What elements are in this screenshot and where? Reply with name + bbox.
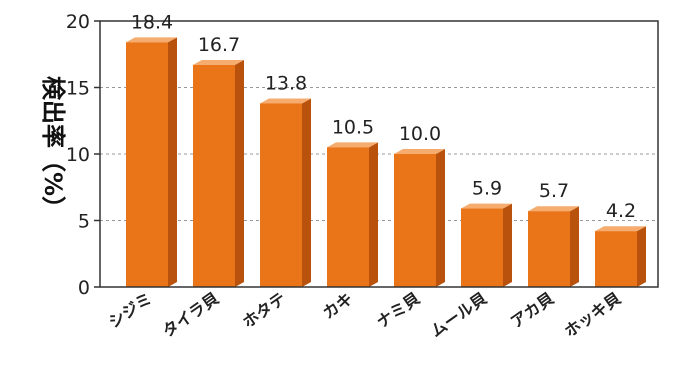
bar bbox=[260, 98, 311, 288]
bar bbox=[595, 226, 646, 287]
bar-top bbox=[528, 206, 579, 212]
bar-top bbox=[327, 142, 378, 148]
y-tick-label: 0 bbox=[78, 277, 90, 299]
value-label: 10.5 bbox=[332, 116, 374, 138]
y-tick-labels: 0 5 10 15 20 bbox=[66, 11, 100, 299]
category-label: シジミ bbox=[105, 289, 155, 332]
bar-side bbox=[637, 226, 646, 287]
category-label: ムール貝 bbox=[427, 289, 490, 341]
bar-front bbox=[595, 231, 637, 287]
value-label: 10.0 bbox=[399, 123, 441, 145]
value-label: 5.7 bbox=[539, 180, 569, 202]
bar-side bbox=[302, 98, 311, 287]
bar-side bbox=[503, 203, 512, 287]
bar bbox=[461, 203, 512, 287]
bar-side bbox=[436, 149, 445, 287]
bar-top bbox=[193, 59, 244, 65]
bar-top bbox=[394, 149, 445, 154]
bar bbox=[193, 59, 244, 287]
bar-front bbox=[528, 211, 570, 287]
bar-top bbox=[461, 203, 512, 209]
category-label: アカ貝 bbox=[507, 289, 557, 332]
category-label: ホタテ bbox=[239, 289, 289, 332]
bars bbox=[126, 37, 646, 288]
value-label: 16.7 bbox=[198, 34, 240, 56]
bar-front bbox=[260, 103, 302, 288]
bar bbox=[528, 206, 579, 287]
y-tick-label: 20 bbox=[66, 11, 90, 33]
bar-front bbox=[126, 42, 168, 287]
bar-front bbox=[394, 154, 436, 287]
bar-front bbox=[327, 147, 369, 287]
y-tick-label: 10 bbox=[66, 144, 90, 166]
bar-top bbox=[126, 37, 177, 43]
bar-side bbox=[570, 206, 579, 287]
bar bbox=[394, 149, 445, 287]
category-label: カキ bbox=[319, 289, 356, 323]
value-labels: 18.4 16.7 13.8 10.5 10.0 5.9 5.7 4.2 bbox=[131, 11, 636, 222]
bar-side bbox=[235, 59, 244, 287]
bar-front bbox=[193, 64, 235, 287]
value-label: 13.8 bbox=[265, 72, 307, 94]
y-tick-label: 5 bbox=[78, 211, 90, 233]
category-labels: シジミ タイラ貝 ホタテ カキ ナミ貝 ムール貝 アカ貝 ホッキ貝 bbox=[105, 289, 624, 341]
y-axis-label: 検出率（%） bbox=[39, 76, 67, 220]
category-label: タイラ貝 bbox=[159, 289, 222, 341]
value-label: 18.4 bbox=[131, 11, 173, 33]
bar-side bbox=[168, 37, 177, 287]
grid-lines bbox=[100, 87, 658, 221]
category-label: ホッキ貝 bbox=[561, 289, 624, 341]
bar-front bbox=[461, 208, 503, 287]
bar-side bbox=[369, 142, 378, 287]
value-label: 5.9 bbox=[472, 178, 502, 200]
bar bbox=[327, 142, 378, 287]
y-tick-label: 15 bbox=[66, 78, 90, 100]
bar-top bbox=[595, 226, 646, 232]
value-label: 4.2 bbox=[606, 200, 636, 222]
category-label: ナミ貝 bbox=[373, 289, 423, 332]
bar bbox=[126, 37, 177, 287]
bar-top bbox=[260, 98, 311, 104]
